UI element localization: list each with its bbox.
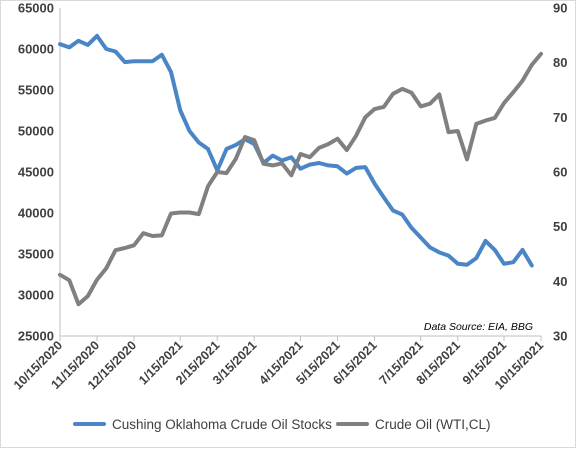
right-axis-tick-label: 40 (553, 274, 567, 289)
left-axis-ticks: 25000 30000 35000 40000 45000 50000 55000 60000… (18, 1, 54, 344)
legend-label: Crude Oil (WTI,CL) (375, 417, 491, 432)
right-axis-tick-label: 30 (553, 329, 567, 344)
left-axis-tick-label: 45000 (18, 165, 54, 180)
left-axis-tick-label: 60000 (18, 42, 54, 57)
left-axis-tick-label: 35000 (18, 247, 54, 262)
right-axis-tick-label: 60 (553, 165, 567, 180)
left-axis-tick-label: 50000 (18, 124, 54, 139)
left-axis-tick-label: 25000 (18, 329, 54, 344)
left-axis-tick-label: 40000 (18, 206, 54, 221)
axes (59, 8, 541, 337)
left-axis-tick-label: 65000 (18, 1, 54, 16)
right-axis-tick-label: 50 (553, 219, 567, 234)
legend: Cushing Oklahoma Crude Oil Stocks Crude O… (73, 417, 491, 432)
cushing-stocks-series-line (58, 33, 534, 268)
series-lines (58, 33, 543, 307)
left-axis-tick-label: 55000 (18, 83, 54, 98)
right-axis-tick-label: 70 (553, 110, 567, 125)
wti-crude-series-line (58, 51, 543, 307)
right-axis-ticks: 30 40 50 60 70 80 90 (553, 1, 567, 344)
right-axis-tick-label: 80 (553, 55, 567, 70)
left-axis-tick-label: 30000 (18, 288, 54, 303)
right-axis-tick-label: 90 (553, 1, 567, 16)
data-source-annotation: Data Source: EIA, BBG (424, 321, 533, 333)
legend-label: Cushing Oklahoma Crude Oil Stocks (112, 417, 332, 432)
x-axis-ticks: 10/15/202011/15/202012/15/20201/15/20212… (11, 336, 546, 392)
